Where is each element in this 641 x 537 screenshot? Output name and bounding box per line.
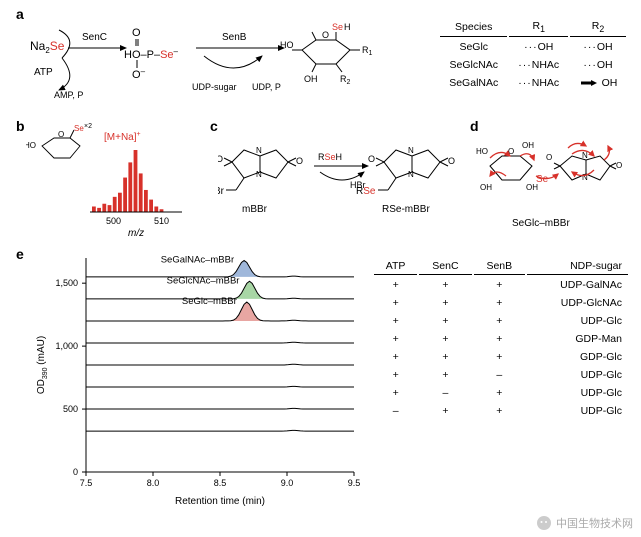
watermark: 中国生物技术网 [536,515,633,531]
svg-text:O: O [218,154,223,164]
panel-a-scheme: Na2Se ATP AMP, P SenC O HO–P–Se– O– SenB… [24,10,444,110]
svg-text:8.5: 8.5 [214,478,227,488]
svg-text:SenB: SenB [222,32,247,43]
svg-text:9.0: 9.0 [281,478,294,488]
svg-text:O–: O– [132,67,146,81]
svg-text:510: 510 [154,216,169,226]
panel-c-scheme: NN O O Br mBBr RSeH HBr NN O O RSe RSe-m… [218,126,468,246]
svg-text:Na2Se: Na2Se [30,39,65,55]
svg-text:Br: Br [218,186,225,197]
svg-text:HO: HO [26,141,36,150]
svg-text:R1: R1 [362,45,373,57]
svg-text:O: O [296,156,303,166]
panel-d: O HO OH OH OH Se NN O O SeGlc–mBBr [476,126,632,244]
svg-text:ATP: ATP [34,67,53,78]
svg-text:×2: ×2 [84,123,92,130]
panel-label-c: c [210,118,218,134]
svg-text:1,500: 1,500 [55,278,78,288]
svg-text:9.5: 9.5 [348,478,360,488]
svg-text:SeGalNAc–mBBr: SeGalNAc–mBBr [161,255,234,266]
svg-text:SeGlc–mBBr: SeGlc–mBBr [182,296,237,307]
table-row: +++UDP-GlcNAc [374,295,628,311]
svg-text:OH: OH [304,74,318,84]
svg-text:500: 500 [63,404,78,414]
table-row: +++UDP-Glc [374,313,628,329]
panel-label-e: e [16,246,24,262]
svg-text:Retention time (min): Retention time (min) [175,496,265,507]
svg-text:SeGlc–mBBr: SeGlc–mBBr [512,218,570,229]
svg-text:HO: HO [280,40,294,50]
svg-text:O: O [368,154,375,164]
svg-text:OH: OH [522,141,534,150]
svg-text:R2: R2 [340,74,351,86]
panel-label-a: a [16,6,24,22]
svg-text:OH: OH [480,183,492,192]
panel-b: O Se×2 HO [M+Na]+ 500 510 m/z [26,122,196,242]
svg-text:mBBr: mBBr [242,204,268,215]
svg-text:N: N [256,146,262,155]
panel-a-table: SpeciesR1R2 SeGlc···OH···OH SeGlcNAc···N… [438,16,628,93]
svg-text:OD390 (mAU): OD390 (mAU) [36,336,49,394]
svg-text:Se: Se [536,174,549,185]
table-row: –++UDP-Glc [374,403,628,419]
svg-text:Se: Se [74,124,84,133]
panel-label-b: b [16,118,25,134]
svg-text:HO–P–Se–: HO–P–Se– [124,47,179,61]
panel-e-chart: 0 500 1,000 1,500 7.5 8.0 8.5 9.0 9.5 Retention t… [30,252,360,510]
svg-text:HO: HO [476,147,488,156]
svg-text:SeGlcNAc–mBBr: SeGlcNAc–mBBr [167,275,240,286]
wechat-icon [536,515,552,531]
panel-e-table: ATP SenC SenB NDP-sugar +++UDP-GalNAc+++… [372,256,630,421]
svg-text:O: O [616,161,622,170]
svg-text:RSe-mBBr: RSe-mBBr [382,204,430,215]
svg-text:UDP, P: UDP, P [252,82,281,92]
svg-text:m/z: m/z [128,228,144,239]
svg-text:1,000: 1,000 [55,341,78,351]
svg-text:O: O [546,153,552,162]
table-row: +++GDP-Glc [374,349,628,365]
svg-text:N: N [582,151,588,160]
svg-text:O: O [448,156,455,166]
svg-text:Se: Se [332,22,343,32]
svg-text:RSe: RSe [356,186,376,197]
svg-text:N: N [408,146,414,155]
svg-text:O: O [58,130,64,139]
svg-text:N: N [408,170,414,179]
svg-text:H: H [344,22,351,32]
svg-text:0: 0 [73,467,78,477]
table-row: ++–UDP-Glc [374,367,628,383]
svg-text:[M+Na]+: [M+Na]+ [104,131,141,143]
svg-text:500: 500 [106,216,121,226]
svg-text:UDP-sugar: UDP-sugar [192,82,237,92]
table-row: +–+UDP-Glc [374,385,628,401]
svg-text:O: O [322,30,329,40]
svg-text:AMP, P: AMP, P [54,90,83,100]
svg-text:8.0: 8.0 [147,478,160,488]
svg-text:N: N [256,170,262,179]
svg-text:RSeH: RSeH [318,152,342,162]
svg-text:SenC: SenC [82,32,107,43]
table-row: +++UDP-GalNAc [374,277,628,293]
table-row: +++GDP-Man [374,331,628,347]
svg-text:O: O [132,27,141,39]
svg-text:7.5: 7.5 [80,478,93,488]
